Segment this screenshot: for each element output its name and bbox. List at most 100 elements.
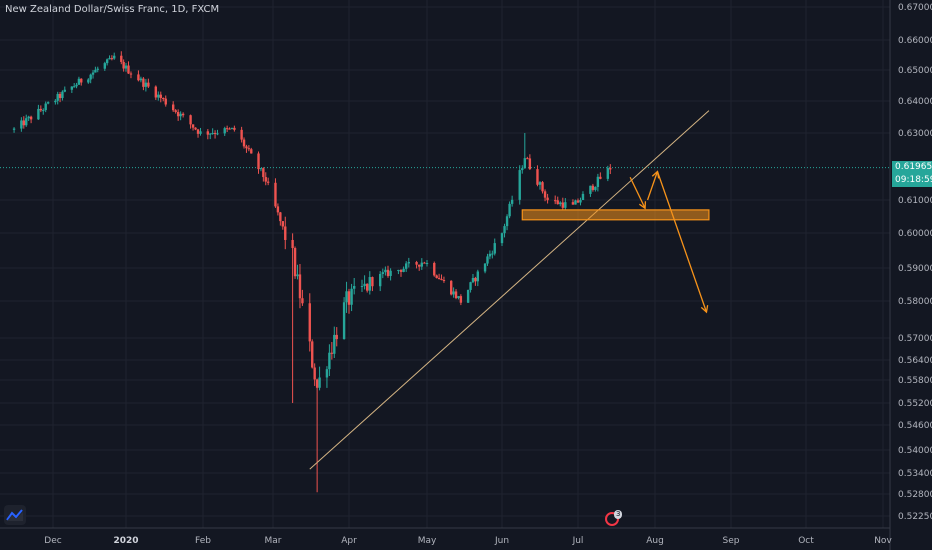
candle-body xyxy=(139,78,143,81)
candle-body xyxy=(379,273,382,287)
candle-body xyxy=(162,97,165,99)
candle-body xyxy=(276,206,280,213)
candle-body xyxy=(442,280,446,282)
candle-body xyxy=(315,379,319,388)
candle-body xyxy=(360,286,364,288)
candle-body xyxy=(528,158,532,170)
candle-body xyxy=(579,200,582,203)
candle-body xyxy=(433,263,436,276)
candle-body xyxy=(407,262,410,264)
y-tick-label: 0.61000 xyxy=(898,196,932,206)
candle-body xyxy=(574,200,577,205)
countdown-badge: 09:18:59 xyxy=(892,173,932,187)
y-tick-label: 0.65000 xyxy=(898,66,932,76)
candle-body xyxy=(103,63,107,69)
time-axis: Dec 2020 Feb Mar Apr May Jun Jul Aug Sep Oct Nov xyxy=(0,527,892,546)
candle-body xyxy=(230,127,234,129)
candle-body xyxy=(449,280,453,295)
x-tick-label: Oct xyxy=(798,536,814,546)
forecast-arrow-head xyxy=(639,201,647,210)
y-tick-label: 0.53400 xyxy=(898,469,932,479)
candle-body xyxy=(571,202,575,205)
candle-body xyxy=(518,170,521,200)
candle-body xyxy=(46,102,50,104)
y-tick-label: 0.60000 xyxy=(898,229,932,239)
candle-body xyxy=(328,352,331,370)
candle-body xyxy=(397,269,400,271)
candle-body xyxy=(298,274,302,299)
candle-body xyxy=(191,124,195,128)
candle-body xyxy=(466,289,470,303)
candle-body xyxy=(606,168,610,179)
candle-body xyxy=(42,110,45,112)
candle-body xyxy=(39,108,43,111)
candle-body xyxy=(259,168,263,170)
candle-body xyxy=(181,113,185,116)
tradingview-logo-icon[interactable] xyxy=(4,505,26,525)
candle-body xyxy=(124,65,128,69)
candle-body xyxy=(311,341,314,368)
price-axis: 0.67000 0.66000 0.65000 0.64000 0.63000 0.610… xyxy=(889,0,932,550)
candle-body xyxy=(546,197,549,201)
candle-body xyxy=(144,82,148,87)
y-tick-label: 0.52250 xyxy=(898,512,932,522)
candle-body xyxy=(291,239,294,249)
y-tick-label: 0.59000 xyxy=(898,264,932,274)
candle-body xyxy=(523,158,526,169)
candle-body xyxy=(29,116,33,120)
candle-body xyxy=(347,291,351,305)
candle-body xyxy=(536,169,539,185)
candle-body xyxy=(318,377,321,388)
candle-body xyxy=(381,272,384,274)
candle-body xyxy=(77,78,81,85)
candle-body xyxy=(371,277,374,287)
candle-body xyxy=(213,133,217,135)
candle-body xyxy=(63,89,66,92)
candle-body xyxy=(313,367,316,380)
candle-body xyxy=(37,108,40,120)
candle-body xyxy=(250,149,253,154)
candle-body xyxy=(325,369,329,378)
candle-body xyxy=(440,279,443,281)
candle-body xyxy=(493,243,496,254)
candle-body xyxy=(474,277,477,282)
candle-body xyxy=(174,110,177,112)
candle-body xyxy=(266,181,270,183)
event-count-badge: 3 xyxy=(614,510,623,519)
candle-body xyxy=(89,74,92,80)
candle-body xyxy=(543,191,547,198)
candle-body xyxy=(176,111,180,117)
trendline xyxy=(309,110,710,470)
candle-body xyxy=(293,248,297,277)
candle-body xyxy=(476,271,480,282)
candle-body xyxy=(335,334,338,340)
candle-body xyxy=(223,128,226,134)
candle-body xyxy=(196,129,200,134)
y-tick-label: 0.57000 xyxy=(898,334,932,344)
candle-body xyxy=(72,86,76,88)
candle-body xyxy=(418,264,421,267)
candle-body xyxy=(44,103,47,111)
candle-body xyxy=(366,283,369,291)
candle-body xyxy=(333,334,336,354)
candle-body xyxy=(554,200,557,202)
candle-body xyxy=(22,120,25,126)
candle-body xyxy=(508,203,511,217)
candle-body xyxy=(425,263,429,265)
x-tick-label: Mar xyxy=(265,536,282,546)
candle-body xyxy=(159,94,162,98)
candle-body xyxy=(599,176,602,179)
candle-body xyxy=(56,93,59,101)
candle-body xyxy=(596,176,600,187)
candle-body xyxy=(589,185,592,194)
candle-body xyxy=(233,127,236,130)
candle-body xyxy=(194,127,197,130)
candle-body xyxy=(457,296,460,299)
x-tick-label: Sep xyxy=(723,536,740,546)
candle-body xyxy=(199,131,202,134)
x-tick-label: Apr xyxy=(341,536,357,546)
candle-body xyxy=(279,212,282,222)
y-tick-label: 0.52800 xyxy=(898,490,932,500)
tradingview-logo-shape xyxy=(6,509,23,521)
